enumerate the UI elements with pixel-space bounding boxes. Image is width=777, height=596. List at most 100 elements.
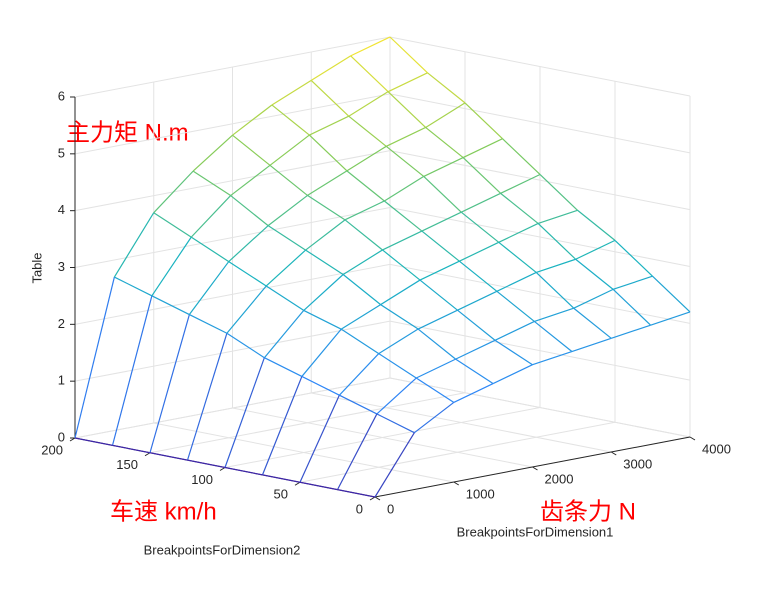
mesh-segment [224, 466, 263, 476]
mesh-segment [113, 212, 155, 278]
mesh-segment [232, 104, 273, 136]
mesh-segment [299, 394, 340, 483]
mesh-segment [502, 138, 541, 175]
mesh-segment [350, 55, 389, 93]
mesh-segment [226, 285, 267, 334]
tick-mark [374, 496, 381, 501]
mesh-segment [348, 91, 389, 117]
mesh-segment [384, 175, 425, 202]
mesh-segment [532, 350, 573, 366]
mesh-segment [192, 134, 233, 172]
mesh-segment [307, 170, 348, 196]
mesh-segment [308, 134, 348, 172]
tick-mark [689, 436, 696, 441]
mesh-segment [385, 126, 426, 147]
mesh-segment [187, 459, 226, 469]
mesh-segment [492, 364, 533, 385]
mesh-segment [417, 309, 458, 330]
z-tick-label: 3 [58, 259, 65, 274]
mesh-segment [500, 192, 539, 224]
mesh-segment [453, 383, 494, 403]
x-axis-label: BreakpointsForDimension1 [457, 524, 614, 539]
grid-line [74, 207, 391, 268]
mesh-segment [537, 223, 577, 260]
y-tick-label: 200 [41, 442, 63, 457]
mesh-segment [385, 145, 425, 177]
mesh-segment [310, 55, 351, 81]
mesh-segment [228, 261, 267, 287]
mesh-segment [500, 173, 541, 194]
mesh-segment [498, 222, 539, 243]
mesh-segment [533, 320, 573, 352]
mesh-segment [415, 377, 455, 403]
mesh-segment [457, 290, 498, 311]
mesh-segment [421, 211, 462, 232]
y-tick-label: 100 [191, 472, 213, 487]
tick-mark [294, 481, 301, 486]
mesh-segment [338, 353, 380, 396]
mesh-segment [462, 138, 503, 159]
grid-line [299, 421, 616, 483]
mesh-segment [382, 230, 423, 251]
x-tick-label: 3000 [623, 456, 652, 471]
mesh-segment [571, 337, 612, 353]
mesh-segment [419, 260, 460, 281]
mesh-segment [267, 194, 308, 227]
mesh-segment [271, 104, 310, 136]
mesh-segment [425, 126, 464, 159]
grid-line [389, 150, 691, 211]
mesh-segment [575, 258, 614, 290]
grid-line [74, 36, 391, 98]
mesh-segment [573, 288, 614, 309]
y-tick-label: 0 [356, 501, 363, 516]
mesh-segment [423, 157, 464, 177]
mesh-segment [265, 249, 307, 287]
mesh-segment [376, 413, 415, 434]
mesh-segment [151, 236, 192, 297]
mesh-segment [458, 260, 498, 292]
z-tick-label: 6 [58, 88, 65, 103]
mesh-segment [267, 225, 306, 251]
mesh-segment [421, 230, 460, 262]
mesh-segment [346, 145, 387, 172]
x-tick-label: 4000 [702, 441, 731, 456]
mesh-segment [305, 249, 344, 276]
mesh-segment [415, 358, 456, 379]
mesh-segment [228, 225, 269, 263]
mesh-segment [114, 276, 153, 297]
z-axis-label: Table [29, 252, 44, 283]
mesh-segment [535, 271, 575, 309]
mesh-segment [378, 353, 417, 379]
mesh-segment [262, 474, 301, 483]
mesh-segment [344, 200, 385, 221]
mesh-segment [153, 212, 192, 238]
mesh-segment [537, 209, 578, 225]
grid-line [389, 207, 691, 267]
mesh-segment [350, 36, 391, 57]
mesh-segment [464, 102, 503, 140]
mesh-segment [417, 328, 457, 360]
mesh-segment [612, 275, 653, 290]
tick-mark [532, 466, 538, 471]
z-tick-label: 1 [58, 373, 65, 388]
mesh-segment [303, 309, 342, 330]
mesh-segment [380, 304, 419, 330]
mesh-segment [382, 249, 421, 281]
grid-line [149, 392, 466, 454]
mesh-segment [496, 290, 535, 322]
mesh-segment [427, 72, 466, 104]
mesh-segment [230, 195, 269, 227]
mesh-segment [423, 175, 462, 213]
mesh-segment [650, 311, 691, 326]
mesh-segment [74, 437, 113, 446]
z-tick-label: 5 [58, 145, 65, 160]
z-tick-label: 0 [58, 429, 65, 444]
grid-line [74, 320, 391, 382]
mesh-segment [112, 444, 151, 454]
annotation: 齿条力 N [540, 498, 636, 525]
mesh-segment [301, 375, 340, 396]
mesh-segment [151, 295, 190, 316]
annotation: 主力矩 N.m [66, 119, 189, 146]
mesh-segment [455, 339, 496, 360]
